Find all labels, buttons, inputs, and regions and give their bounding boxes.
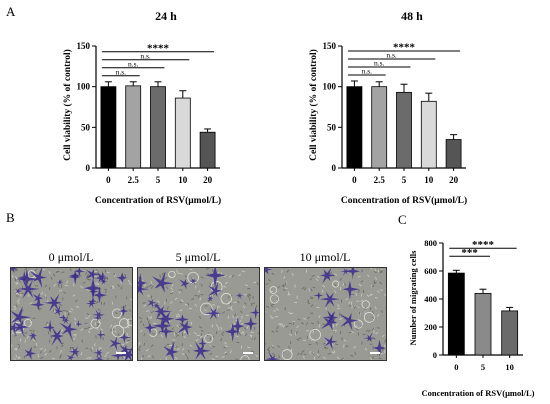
bar-5: [396, 91, 412, 169]
micrograph-10-umol: [264, 267, 387, 361]
scale-bar: [370, 352, 380, 354]
bar-2.5: [125, 85, 142, 169]
x-tick-label: 0: [352, 175, 357, 185]
x-tick-label: 2.5: [374, 175, 386, 185]
micrograph-label-10: 10 μmol/L: [299, 250, 351, 264]
bar-5: [474, 292, 492, 356]
y-axis-label: Number of migrating cells: [408, 250, 418, 346]
y-tick-label: 400: [424, 294, 437, 304]
y-tick-label: 0: [433, 350, 437, 360]
y-tick-label: 150: [323, 41, 337, 51]
micrograph-image: [265, 268, 386, 360]
x-tick-label: 20: [203, 175, 213, 185]
bar-10: [420, 100, 437, 169]
x-tick-label: 0: [454, 362, 458, 372]
panel-letter-b: B: [6, 210, 15, 225]
micrograph-label-5: 5 μmol/L: [175, 250, 221, 264]
bar-0: [447, 272, 465, 356]
bar-5: [150, 86, 166, 169]
y-tick-label: 800: [424, 238, 437, 248]
x-tick-label: 5: [156, 175, 161, 185]
significance-label: ****: [393, 41, 416, 53]
x-axis-label: Concentration of RSV(μmol/L): [422, 388, 535, 398]
y-tick-label: 100: [77, 82, 91, 92]
y-tick-label: 50: [81, 122, 91, 132]
significance-label: ****: [472, 239, 495, 251]
x-axis-label: Concentration of RSV(μmol/L): [341, 195, 467, 206]
x-tick-label: 10: [424, 175, 434, 185]
bar-2.5: [371, 86, 388, 169]
panel-letter-c: C: [398, 212, 407, 227]
bar-0: [346, 86, 363, 169]
significance-label: ***: [461, 247, 478, 259]
significance-label: ****: [147, 42, 170, 54]
significance-label: n.s.: [362, 66, 373, 75]
x-tick-label: 10: [178, 175, 188, 185]
y-axis-label: Cell viability (% of control): [62, 49, 73, 161]
x-tick-label: 2.5: [128, 175, 140, 185]
y-tick-label: 200: [424, 322, 437, 332]
y-tick-label: 50: [327, 122, 337, 132]
bar-20: [445, 139, 462, 169]
significance-label: n.s.: [140, 51, 151, 60]
y-tick-label: 0: [332, 163, 337, 173]
x-axis-label: Concentration of RSV(μmol/L): [95, 195, 221, 206]
micrograph-label-0: 0 μmol/L: [48, 250, 94, 264]
panel-letter-a: A: [6, 4, 16, 19]
micrograph-image: [11, 268, 132, 360]
significance-label: n.s.: [116, 67, 127, 76]
chart-title: 48 h: [401, 9, 423, 23]
bar-0: [100, 86, 117, 169]
bar-20: [199, 131, 216, 169]
x-tick-label: 5: [402, 175, 407, 185]
y-tick-label: 100: [323, 82, 337, 92]
bar-10: [174, 97, 191, 169]
y-tick-label: 600: [424, 266, 437, 276]
y-tick-label: 150: [77, 41, 91, 51]
significance-label: n.s.: [386, 50, 397, 59]
chart-migrating-cells: 0 200 400 600 800 0 5 10 ******* Concentration of…: [408, 238, 535, 398]
micrograph-0-umol: [10, 267, 133, 361]
significance-label: n.s.: [128, 59, 139, 68]
scale-bar: [116, 352, 126, 354]
x-tick-label: 10: [505, 362, 514, 372]
chart-title: 24 h: [155, 9, 177, 23]
scale-bar: [243, 352, 253, 354]
bar-10: [501, 310, 519, 356]
x-tick-label: 0: [106, 175, 111, 185]
y-axis-label: Cell viability (% of control): [308, 49, 319, 161]
x-tick-label: 5: [481, 362, 485, 372]
significance-label: n.s.: [374, 58, 385, 67]
y-tick-label: 0: [86, 163, 91, 173]
x-tick-label: 20: [449, 175, 459, 185]
micrograph-5-umol: [137, 267, 260, 361]
micrograph-image: [138, 268, 259, 360]
